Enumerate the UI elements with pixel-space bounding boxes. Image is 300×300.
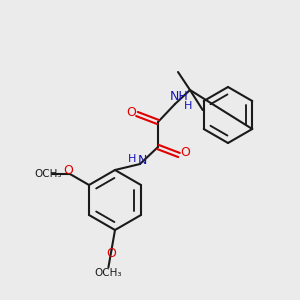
- Text: H: H: [184, 101, 192, 111]
- Text: OCH₃: OCH₃: [95, 268, 122, 278]
- Text: NH: NH: [169, 91, 188, 103]
- Text: OCH₃: OCH₃: [34, 169, 62, 179]
- Text: O: O: [106, 247, 116, 260]
- Text: O: O: [180, 146, 190, 160]
- Text: O: O: [126, 106, 136, 118]
- Text: O: O: [63, 164, 73, 176]
- Text: H: H: [128, 154, 136, 164]
- Text: N: N: [137, 154, 147, 167]
